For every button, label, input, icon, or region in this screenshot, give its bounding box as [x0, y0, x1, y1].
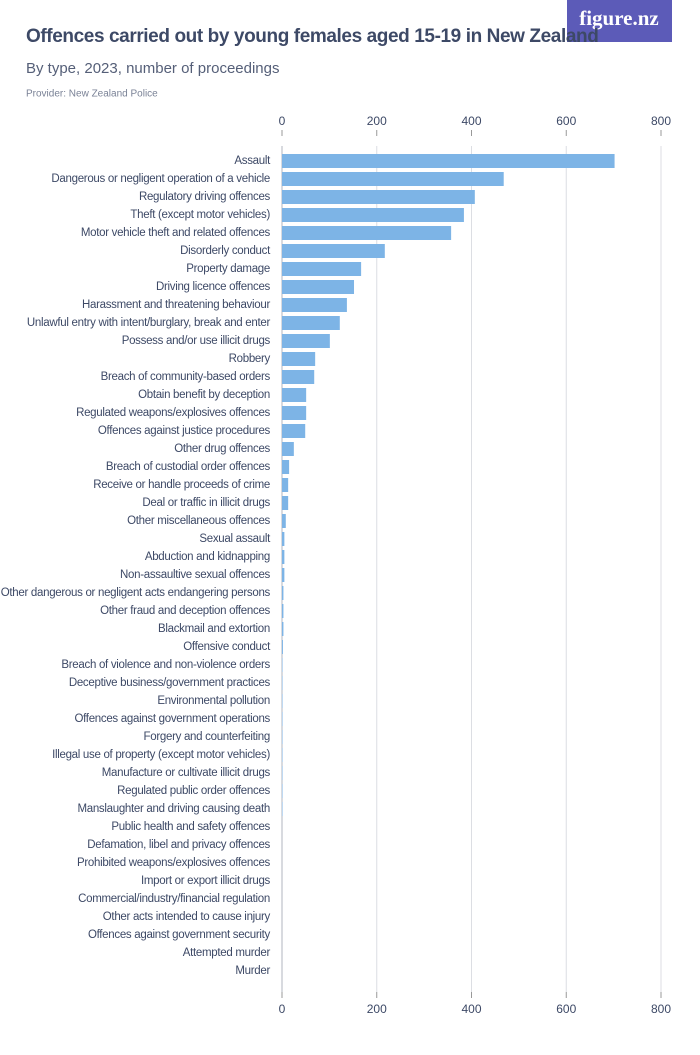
bar — [282, 352, 315, 366]
bar — [282, 478, 288, 492]
y-tick-label: Prohibited weapons/explosives offences — [77, 857, 271, 869]
y-tick-label: Defamation, libel and privacy offences — [87, 839, 270, 851]
y-tick-label: Other drug offences — [174, 443, 270, 455]
plot: 0 0 200 200 400 400 600 600 800 800 Assault Dangero… — [1, 114, 672, 1016]
bar — [282, 460, 289, 474]
y-tick-label: Breach of custodial order offences — [106, 461, 271, 473]
y-tick-label: Regulated public order offences — [117, 785, 270, 797]
x-tick-label: 600 — [556, 1002, 576, 1016]
bar — [282, 406, 306, 420]
bar — [282, 442, 294, 456]
x-tick-label: 400 — [461, 114, 481, 128]
bar — [282, 154, 615, 168]
y-tick-label: Dangerous or negligent operation of a ve… — [51, 173, 270, 185]
y-tick-label: Other acts intended to cause injury — [103, 911, 271, 923]
bar — [282, 172, 504, 186]
bar — [282, 424, 305, 438]
bar — [282, 514, 286, 528]
bar — [282, 622, 283, 636]
bar — [282, 496, 288, 510]
bar — [282, 550, 284, 564]
y-tick-label: Sexual assault — [199, 533, 271, 545]
y-tick-label: Offences against government operations — [74, 713, 270, 725]
y-tick-label: Public health and safety offences — [111, 821, 270, 833]
bar — [282, 316, 340, 330]
bar — [282, 190, 475, 204]
y-tick-label: Receive or handle proceeds of crime — [93, 479, 270, 491]
y-tick-label: Murder — [235, 965, 270, 977]
y-tick-label: Illegal use of property (except motor ve… — [52, 749, 270, 761]
y-tick-label: Other fraud and deception offences — [100, 605, 270, 617]
chart-title: Offences carried out by young females ag… — [26, 26, 598, 47]
y-tick-label: Attempted murder — [183, 947, 271, 959]
bar — [282, 568, 284, 582]
x-tick-label: 0 — [279, 1002, 286, 1016]
y-tick-label: Offensive conduct — [183, 641, 271, 653]
x-tick-label: 200 — [367, 1002, 387, 1016]
y-tick-label: Obtain benefit by deception — [138, 389, 270, 401]
x-tick-label: 800 — [651, 1002, 671, 1016]
x-tick-label: 600 — [556, 114, 576, 128]
y-tick-label: Blackmail and extortion — [158, 623, 270, 635]
y-tick-label: Unlawful entry with intent/burglary, bre… — [27, 317, 271, 329]
y-tick-label: Robbery — [229, 353, 271, 365]
bar — [282, 226, 451, 240]
y-tick-label: Abduction and kidnapping — [145, 551, 270, 563]
bar — [282, 334, 330, 348]
y-tick-label: Driving licence offences — [156, 281, 271, 293]
bar — [282, 388, 306, 402]
x-tick-label: 200 — [367, 114, 387, 128]
y-tick-label: Manslaughter and driving causing death — [77, 803, 270, 815]
y-tick-label: Import or export illicit drugs — [141, 875, 271, 887]
y-tick-label: Regulated weapons/explosives offences — [76, 407, 270, 419]
y-tick-label: Motor vehicle theft and related offences — [81, 227, 271, 239]
bar — [282, 532, 284, 546]
bar — [282, 280, 354, 294]
y-tick-label: Commercial/industry/financial regulation — [78, 893, 270, 905]
y-tick-label: Manufacture or cultivate illicit drugs — [102, 767, 271, 779]
chart-subtitle: By type, 2023, number of proceedings — [26, 60, 280, 77]
x-tick-label: 800 — [651, 114, 671, 128]
y-tick-label: Breach of community-based orders — [101, 371, 271, 383]
y-tick-label: Disorderly conduct — [180, 245, 271, 257]
y-tick-label: Environmental pollution — [157, 695, 270, 707]
bar — [282, 298, 347, 312]
y-tick-label: Other dangerous or negligent acts endang… — [1, 587, 271, 599]
y-tick-label: Theft (except motor vehicles) — [130, 209, 270, 221]
y-tick-label: Deal or traffic in illicit drugs — [142, 497, 270, 509]
y-tick-label: Assault — [234, 155, 271, 167]
y-tick-label: Harassment and threatening behaviour — [82, 299, 270, 311]
x-tick-label: 400 — [461, 1002, 481, 1016]
bar — [282, 586, 283, 600]
bar — [282, 262, 361, 276]
y-tick-label: Property damage — [186, 263, 270, 275]
x-tick-label: 0 — [279, 114, 286, 128]
bar — [282, 208, 464, 222]
provider: Provider: New Zealand Police — [26, 89, 158, 100]
y-tick-label: Deceptive business/government practices — [69, 677, 271, 689]
y-tick-label: Possess and/or use illicit drugs — [122, 335, 271, 347]
y-tick-label: Non-assaultive sexual offences — [120, 569, 271, 581]
y-tick-label: Offences against government security — [88, 929, 271, 941]
y-tick-label: Breach of violence and non-violence orde… — [61, 659, 270, 671]
bar — [282, 640, 283, 654]
y-tick-label: Other miscellaneous offences — [127, 515, 270, 527]
y-tick-label: Offences against justice procedures — [98, 425, 271, 437]
bar — [282, 604, 283, 618]
bar — [282, 244, 385, 258]
y-tick-label: Regulatory driving offences — [139, 191, 271, 203]
y-tick-label: Forgery and counterfeiting — [144, 731, 270, 743]
bar — [282, 370, 314, 384]
